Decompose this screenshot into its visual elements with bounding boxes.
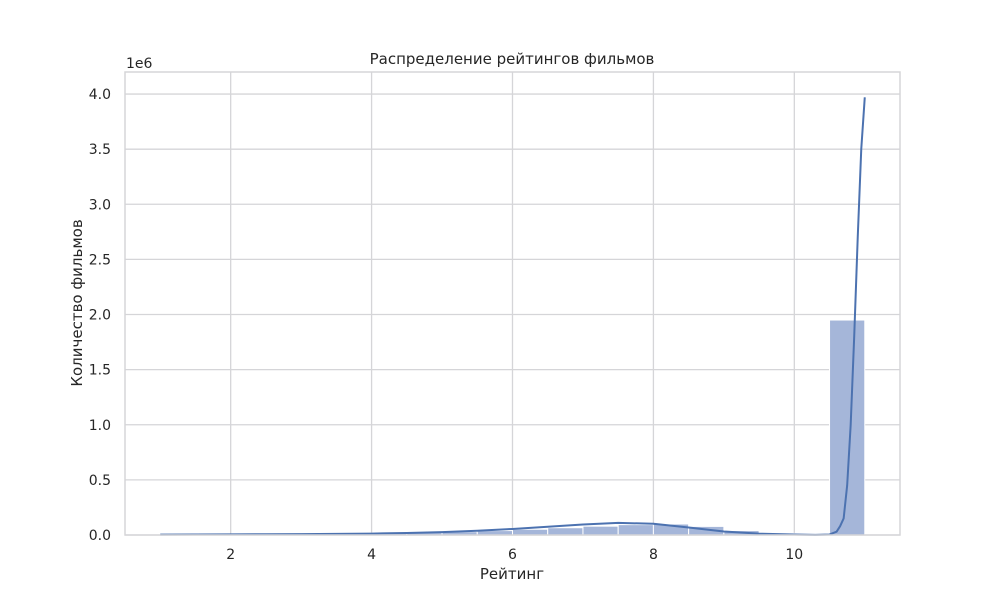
x-tick-label: 4 (367, 547, 376, 563)
grid-layer (125, 72, 900, 535)
x-tick-label: 8 (649, 547, 658, 563)
y-tick-label: 3.5 (89, 142, 111, 158)
y-tick-label: 0.0 (89, 528, 111, 544)
x-tick-label: 2 (226, 547, 235, 563)
y-axis-label: Количество фильмов (68, 219, 86, 386)
y-tick-label: 1.5 (89, 363, 111, 379)
y-tick-label: 3.0 (89, 197, 111, 213)
y-tick-labels: 0.0 0.5 1.0 1.5 2.0 2.5 3.0 3.5 4.0 (89, 87, 111, 544)
x-tick-label: 6 (508, 547, 517, 563)
chart-title: Распределение рейтингов фильмов (370, 50, 655, 68)
x-axis-label: Рейтинг (480, 565, 544, 583)
x-tick-labels: 2 4 6 8 10 (226, 547, 803, 563)
y-tick-label: 2.5 (89, 252, 111, 268)
histogram-bar (548, 528, 583, 535)
y-tick-label: 4.0 (89, 87, 111, 103)
x-tick-label: 10 (785, 547, 803, 563)
histogram-bar (830, 320, 865, 535)
y-scale-label: 1e6 (126, 56, 153, 72)
histogram-bar (513, 529, 548, 535)
y-tick-label: 2.0 (89, 308, 111, 324)
histogram-bar (618, 525, 653, 535)
histogram-bar (583, 526, 618, 535)
y-tick-label: 1.0 (89, 418, 111, 434)
y-tick-label: 0.5 (89, 473, 111, 489)
